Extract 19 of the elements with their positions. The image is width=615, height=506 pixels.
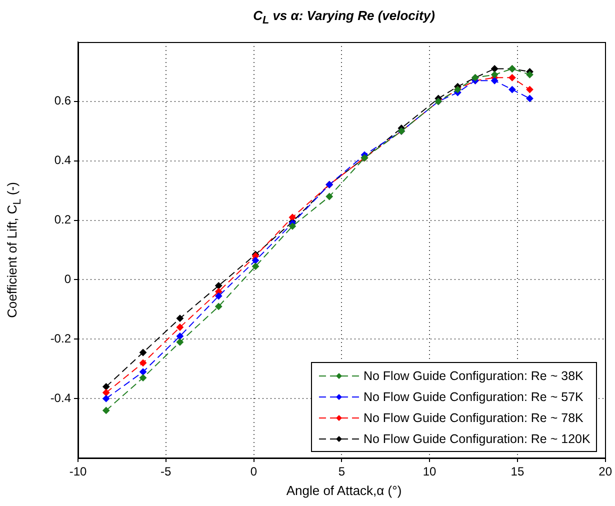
legend-label: No Flow Guide Configuration: Re ~ 57K bbox=[363, 390, 584, 404]
chart-title: C$_{L}$ vs α: Varying Re (velocity) bbox=[252, 8, 436, 27]
legend-label: No Flow Guide Configuration: Re ~ 120K bbox=[363, 432, 590, 446]
x-tick-label: 5 bbox=[338, 464, 346, 479]
y-tick-label: 0 bbox=[64, 272, 72, 286]
x-tick-label: -10 bbox=[69, 464, 87, 479]
y-tick-label: 0.4 bbox=[54, 153, 72, 168]
legend-label: No Flow Guide Configuration: Re ~ 78K bbox=[363, 410, 584, 424]
legend-label: No Flow Guide Configuration: Re ~ 38K bbox=[363, 368, 584, 382]
y-tick-label: -0.2 bbox=[50, 331, 72, 346]
y-tick-label: 0.2 bbox=[54, 212, 72, 227]
x-tick-label: 10 bbox=[422, 464, 437, 479]
y-tick-label: 0.6 bbox=[54, 94, 72, 108]
y-tick-label: -0.4 bbox=[50, 390, 72, 405]
x-tick-label: -5 bbox=[160, 464, 172, 479]
x-tick-label: 15 bbox=[510, 464, 524, 479]
x-tick-label: 20 bbox=[598, 464, 612, 479]
x-axis-title: Angle of Attack,α (°) bbox=[285, 483, 403, 498]
x-tick-label: 0 bbox=[250, 464, 258, 479]
